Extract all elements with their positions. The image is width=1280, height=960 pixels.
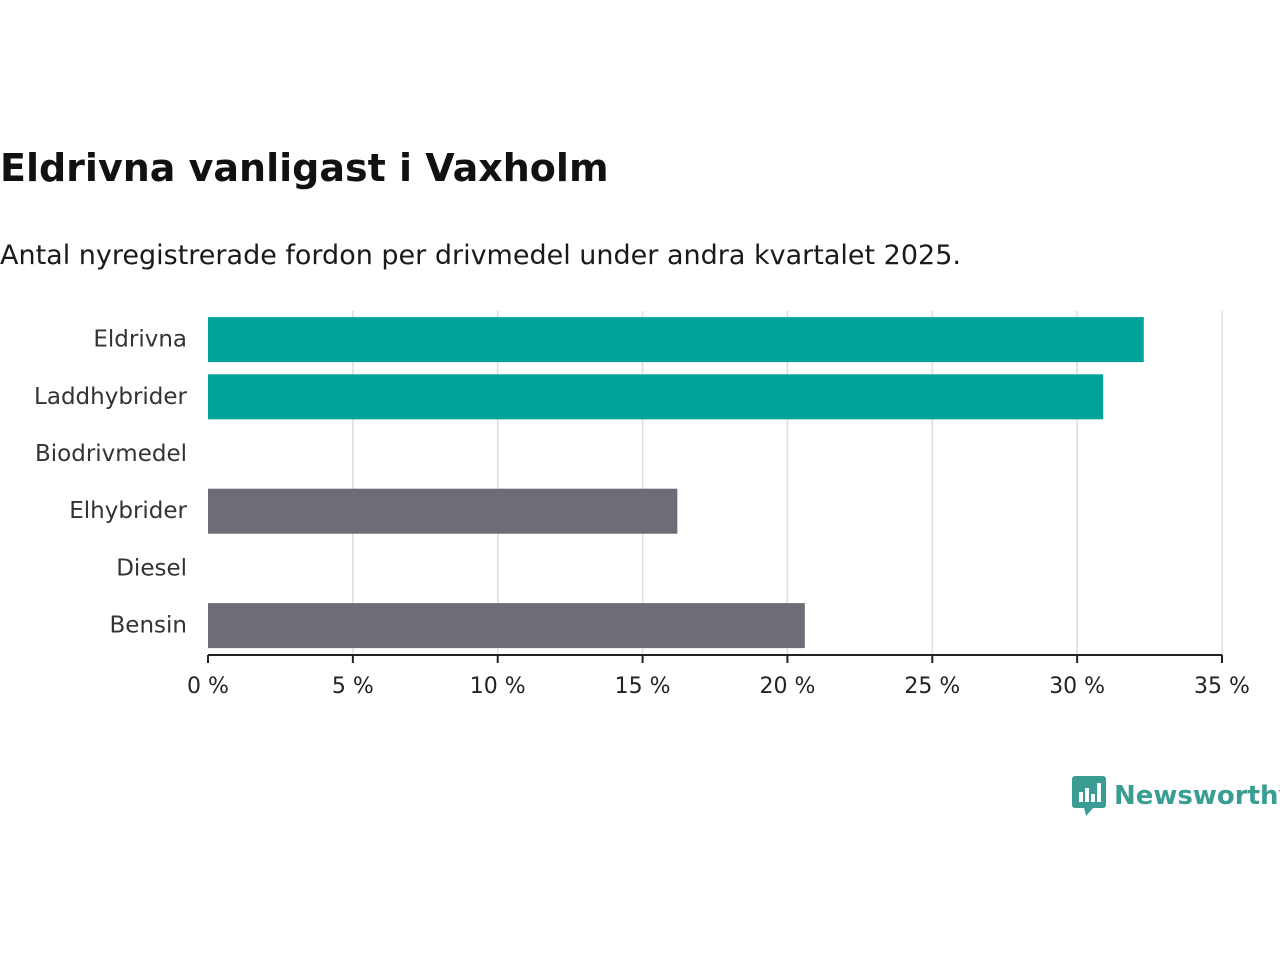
gridlines xyxy=(352,311,1223,655)
category-label: Bensin xyxy=(110,613,187,639)
x-tick-label: 15 % xyxy=(615,674,671,699)
bars xyxy=(208,317,1144,649)
x-axis: 0 % 5 % 10 % 15 % 20 % 25 % 30 % 35 % xyxy=(187,654,1250,699)
category-label: Eldrivna xyxy=(93,327,187,353)
category-label: Diesel xyxy=(116,555,187,581)
bar-eldrivna xyxy=(208,317,1144,363)
category-labels: Eldrivna Laddhybrider Biodrivmedel Elhybrid… xyxy=(34,327,187,639)
bar-laddhybrider xyxy=(208,374,1104,420)
bar-chart: Eldrivna Laddhybrider Biodrivmedel Elhybrid… xyxy=(34,311,1250,699)
x-tick-label: 10 % xyxy=(470,674,526,699)
brand-logo: Newsworthy xyxy=(1072,776,1280,816)
x-tick-label: 5 % xyxy=(332,674,374,699)
x-tick-label: 25 % xyxy=(904,674,960,699)
category-label: Laddhybrider xyxy=(34,384,187,410)
x-tick-label: 35 % xyxy=(1194,674,1250,699)
x-tick-label: 30 % xyxy=(1049,674,1105,699)
chart-title: Eldrivna vanligast i Vaxholm xyxy=(0,146,609,190)
chart-subtitle: Antal nyregistrerade fordon per drivmede… xyxy=(0,240,961,271)
bar-chart-speech-icon xyxy=(1072,776,1106,816)
x-tick-label: 0 % xyxy=(187,674,229,699)
brand-name: Newsworthy xyxy=(1114,781,1280,811)
bar-bensin xyxy=(208,603,805,649)
category-label: Elhybrider xyxy=(69,498,187,524)
x-tick-label: 20 % xyxy=(759,674,815,699)
category-label: Biodrivmedel xyxy=(35,441,187,467)
bar-elhybrider xyxy=(208,488,678,534)
